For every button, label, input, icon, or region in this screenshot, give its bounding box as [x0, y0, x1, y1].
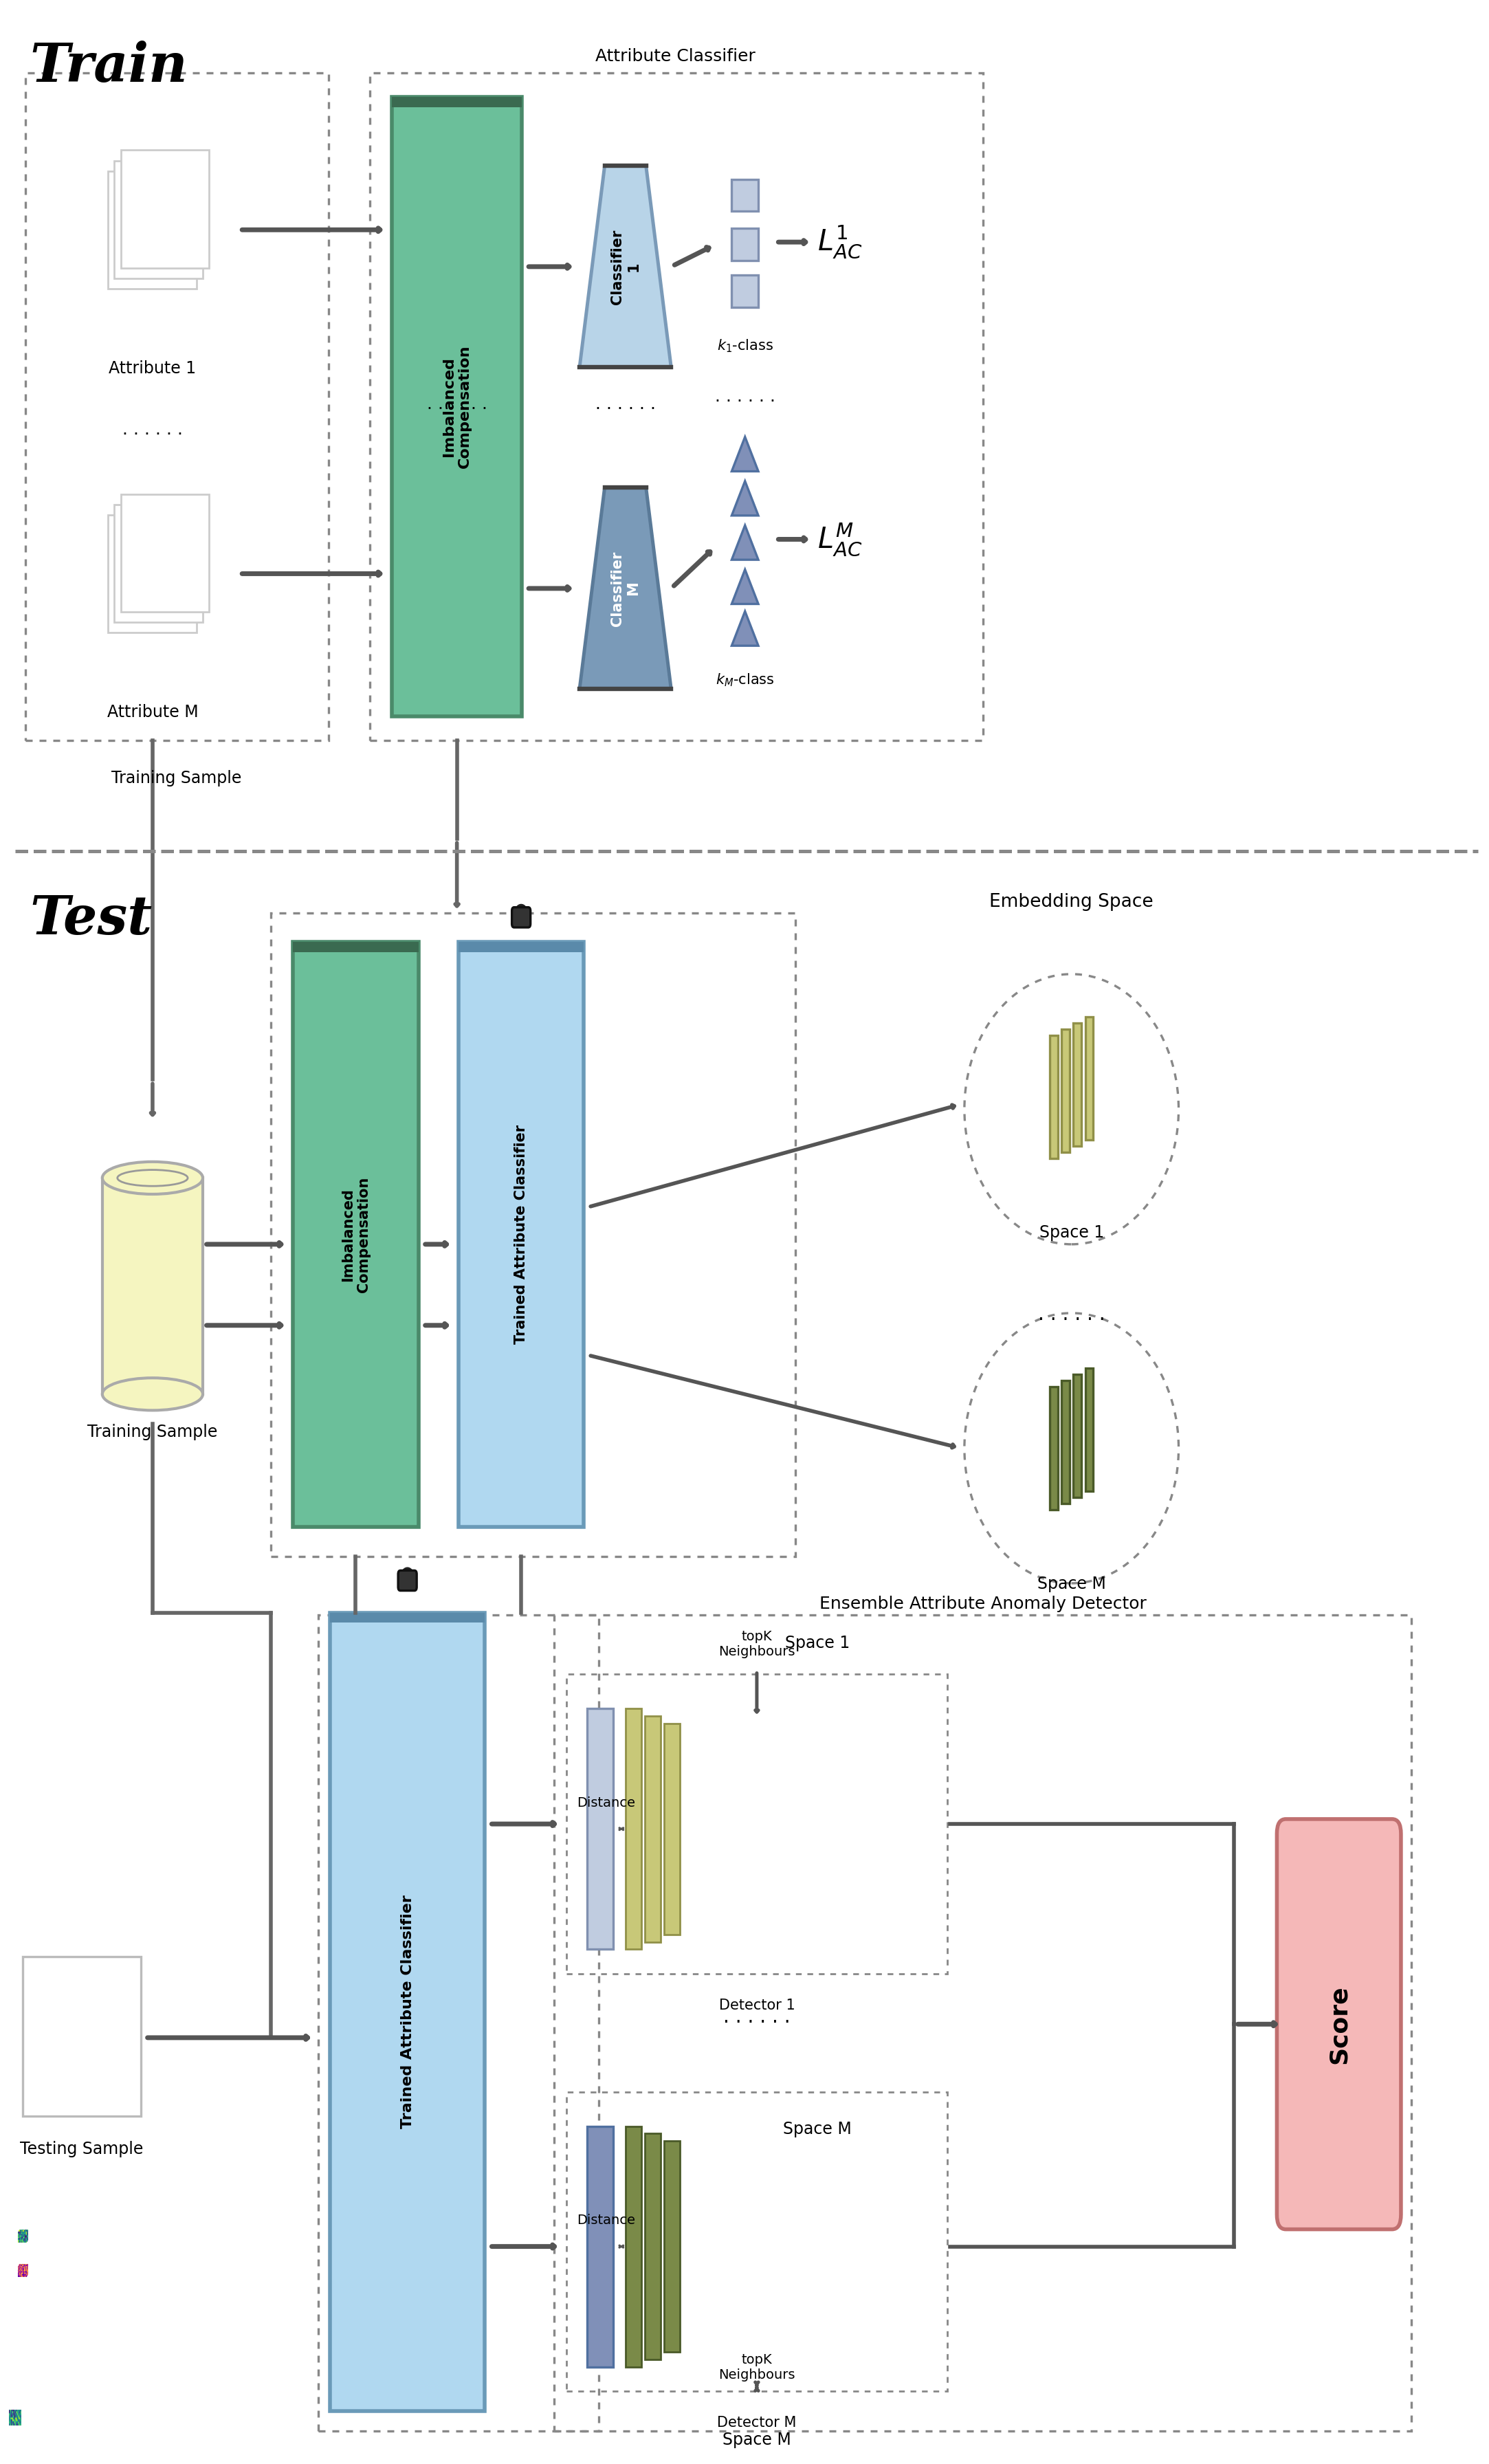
- FancyBboxPatch shape: [1278, 1818, 1401, 2230]
- Text: Embedding Space: Embedding Space: [990, 892, 1154, 912]
- Bar: [115, 505, 203, 623]
- Bar: [392, 96, 523, 106]
- Text: · · · · · ·: · · · · · ·: [596, 402, 655, 416]
- Polygon shape: [579, 488, 672, 690]
- Bar: [731, 180, 758, 212]
- Bar: [331, 1614, 485, 1624]
- Bar: [25, 71, 329, 742]
- Bar: [625, 2126, 642, 2368]
- Text: Test: Test: [30, 892, 152, 946]
- Bar: [293, 941, 418, 951]
- Polygon shape: [731, 569, 758, 604]
- Bar: [664, 2141, 680, 2353]
- FancyBboxPatch shape: [398, 1570, 417, 1592]
- Bar: [293, 941, 418, 1528]
- FancyBboxPatch shape: [512, 907, 530, 926]
- Text: Imbalanced
Compensation: Imbalanced Compensation: [442, 345, 472, 468]
- Bar: [566, 2092, 947, 2393]
- Bar: [271, 912, 795, 1557]
- Bar: [331, 1614, 485, 2412]
- Text: $k_1$-class: $k_1$-class: [716, 338, 773, 355]
- Text: topK
Neighbours: topK Neighbours: [719, 1629, 795, 1658]
- Polygon shape: [579, 165, 672, 367]
- Bar: [1062, 1030, 1069, 1153]
- Text: Space 1: Space 1: [785, 1634, 850, 1651]
- Bar: [121, 150, 210, 269]
- Bar: [566, 1673, 947, 1974]
- Text: Space M: Space M: [1038, 1577, 1106, 1592]
- Polygon shape: [731, 611, 758, 646]
- Bar: [731, 229, 758, 261]
- Bar: [319, 1616, 599, 2430]
- Text: Testing Sample: Testing Sample: [19, 2141, 143, 2158]
- Bar: [103, 1178, 203, 1395]
- Bar: [369, 71, 983, 742]
- Text: $L^{1}_{AC}$: $L^{1}_{AC}$: [817, 224, 862, 261]
- Text: Training Sample: Training Sample: [88, 1424, 217, 1439]
- Text: · · · · · ·: · · · · · ·: [1038, 1311, 1105, 1331]
- Bar: [1085, 1018, 1093, 1141]
- Text: Trained Attribute Classifier: Trained Attribute Classifier: [514, 1124, 529, 1345]
- Text: Classifier
M: Classifier M: [610, 552, 640, 626]
- Text: · · · · · ·: · · · · · ·: [724, 2013, 791, 2033]
- Text: Ensemble Attribute Anomaly Detector: Ensemble Attribute Anomaly Detector: [819, 1597, 1147, 1611]
- Bar: [645, 1715, 661, 1942]
- Text: Distance: Distance: [576, 2213, 636, 2227]
- Bar: [109, 515, 197, 633]
- Bar: [22, 1956, 141, 2117]
- Bar: [459, 941, 584, 951]
- Bar: [731, 276, 758, 308]
- Text: Train: Train: [30, 42, 188, 94]
- Text: Training Sample: Training Sample: [112, 771, 241, 786]
- Ellipse shape: [103, 1161, 203, 1195]
- Bar: [109, 170, 197, 288]
- Text: Attribute 1: Attribute 1: [109, 360, 197, 377]
- Text: · · · · · ·: · · · · · ·: [122, 426, 183, 444]
- Polygon shape: [731, 480, 758, 515]
- Bar: [459, 941, 584, 1528]
- Text: Space M: Space M: [783, 2122, 852, 2139]
- Bar: [115, 160, 203, 278]
- Text: · · · · · ·: · · · · · ·: [715, 394, 776, 409]
- Text: topK
Neighbours: topK Neighbours: [719, 2353, 795, 2383]
- Bar: [645, 2134, 661, 2361]
- Bar: [1074, 1375, 1081, 1498]
- Text: Detector 1: Detector 1: [719, 1998, 795, 2013]
- Text: Space 1: Space 1: [1039, 1225, 1103, 1242]
- Bar: [1050, 1387, 1057, 1510]
- Bar: [587, 1708, 613, 1949]
- Bar: [1074, 1023, 1081, 1146]
- Polygon shape: [731, 436, 758, 471]
- Ellipse shape: [103, 1377, 203, 1409]
- Bar: [392, 96, 523, 717]
- Bar: [554, 1616, 1412, 2430]
- Text: Trained Attribute Classifier: Trained Attribute Classifier: [401, 1895, 414, 2129]
- Text: Detector M: Detector M: [718, 2417, 797, 2430]
- Text: Score: Score: [1327, 1986, 1351, 2062]
- Polygon shape: [731, 525, 758, 559]
- Bar: [1050, 1035, 1057, 1158]
- Text: Attribute M: Attribute M: [107, 705, 198, 719]
- Text: Classifier
1: Classifier 1: [610, 229, 640, 303]
- Bar: [625, 1708, 642, 1949]
- Text: $L^{M}_{AC}$: $L^{M}_{AC}$: [817, 522, 862, 557]
- Text: Imbalanced
Compensation: Imbalanced Compensation: [341, 1178, 371, 1291]
- Text: · · · · · ·: · · · · · ·: [427, 402, 487, 416]
- Text: Attribute Classifier: Attribute Classifier: [596, 47, 755, 64]
- Text: Space M: Space M: [722, 2432, 791, 2447]
- Bar: [1085, 1368, 1093, 1491]
- Bar: [587, 2126, 613, 2368]
- Bar: [121, 495, 210, 611]
- Text: Distance: Distance: [576, 1796, 636, 1809]
- Bar: [664, 1722, 680, 1934]
- Bar: [1062, 1380, 1069, 1503]
- Text: $k_M$-class: $k_M$-class: [716, 673, 774, 687]
